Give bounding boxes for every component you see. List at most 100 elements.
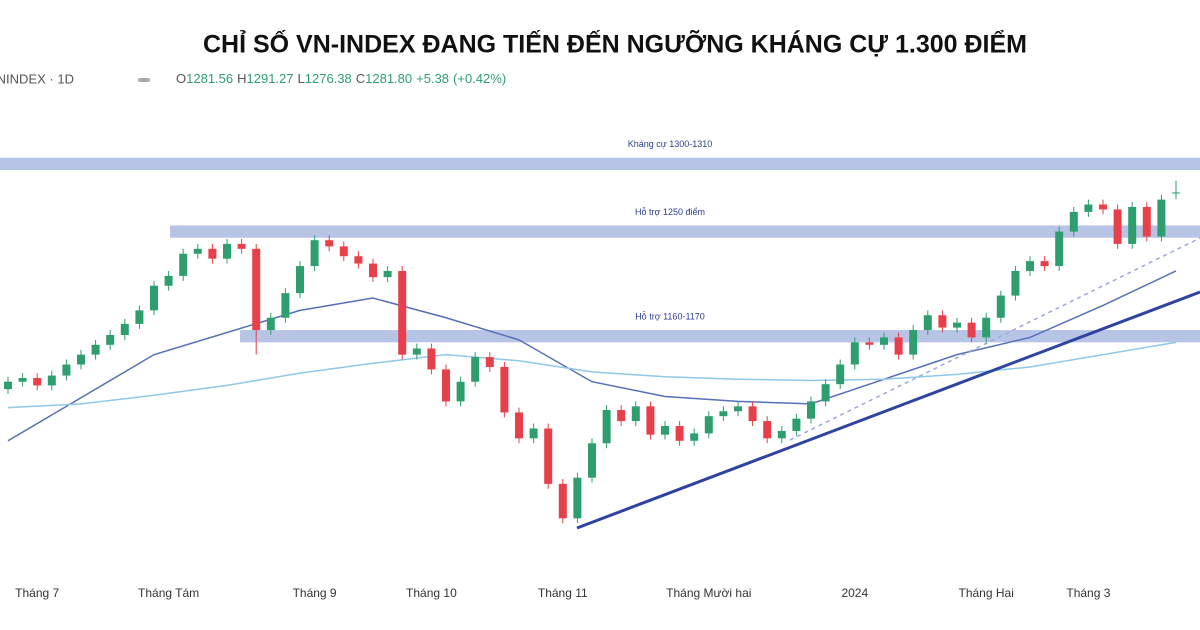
candle-body — [1084, 204, 1093, 212]
candle-body — [193, 248, 202, 254]
candle-body — [120, 323, 129, 335]
candle-body — [369, 263, 377, 278]
candle-body — [923, 315, 932, 331]
candle-body — [252, 248, 261, 331]
candle-body — [1113, 209, 1122, 244]
ohlc-value: 1276.38 — [305, 71, 352, 86]
change-pct: (+0.42%) — [453, 71, 506, 86]
candle-body — [967, 322, 976, 338]
candle-body — [850, 342, 859, 365]
ohlc-value: 1281.80 — [365, 71, 412, 86]
candle-body — [1099, 204, 1107, 210]
candle-body — [748, 406, 757, 422]
candle-body — [704, 416, 713, 434]
candle-body — [1157, 199, 1166, 237]
candle-body — [4, 381, 12, 390]
ohlc-key: L — [298, 71, 305, 86]
band-label: Kháng cự 1300-1310 — [628, 139, 713, 149]
candle-body — [325, 240, 334, 247]
candle-body — [383, 270, 392, 278]
candle-body — [164, 275, 173, 286]
candle-body — [208, 248, 217, 259]
candle-body — [1069, 211, 1078, 232]
x-tick-label: Tháng 10 — [406, 586, 457, 600]
candle-body — [631, 406, 640, 422]
ohlc-value: 1291.27 — [247, 71, 294, 86]
candle-body — [734, 406, 742, 412]
candle-body — [617, 410, 626, 422]
candle-body — [296, 266, 304, 294]
candle-body — [62, 364, 71, 376]
candle-body — [456, 381, 465, 402]
candle-body — [1142, 206, 1151, 237]
candle-body — [237, 243, 246, 249]
x-tick-label: Tháng 9 — [293, 586, 337, 600]
ohlc-value: 1281.56 — [186, 71, 233, 86]
band — [170, 225, 1200, 238]
candle-body — [661, 426, 669, 435]
x-tick-label: Tháng 11 — [538, 586, 588, 600]
candle-body — [1128, 206, 1137, 244]
candle-body — [281, 293, 290, 318]
candles — [4, 180, 1180, 524]
candle-body — [763, 421, 772, 439]
candle-body — [777, 430, 786, 439]
candle-body — [865, 342, 874, 345]
ohlc-info: O1281.56 H1291.27 L1276.38 C1281.80 +5.38 (+0… — [176, 71, 506, 86]
candle-body — [515, 412, 523, 439]
x-tick-label: Tháng 7 — [15, 586, 59, 600]
candle-body — [33, 378, 42, 386]
candle-body — [602, 410, 611, 444]
candle-body — [894, 337, 903, 355]
candle-body — [573, 477, 582, 519]
band — [0, 157, 1200, 171]
candle-body — [354, 256, 363, 264]
candle-body — [807, 401, 815, 419]
x-tick-label: Tháng 3 — [1066, 586, 1110, 600]
moving-average — [7, 270, 1177, 442]
averages — [7, 270, 1177, 442]
candle-body — [880, 337, 888, 345]
candle-body — [690, 433, 699, 441]
candle-body — [106, 334, 115, 345]
candle-body — [150, 285, 158, 311]
candle-body — [339, 246, 348, 257]
candle-body — [996, 295, 1005, 318]
x-tick-label: Tháng Hai — [959, 586, 1014, 600]
candle-body — [223, 243, 231, 259]
candle-body — [953, 322, 961, 328]
candle-body — [1040, 261, 1049, 267]
candle-body — [646, 406, 655, 435]
candle-body — [310, 240, 319, 267]
candle-body — [500, 366, 509, 413]
x-tick-label: Tháng Mười hai — [666, 586, 751, 600]
candle-body — [836, 364, 845, 385]
bands: Kháng cự 1300-1310 Hỗ trợ 1250 điểm Hỗ trợ… — [0, 139, 1200, 343]
candle-body — [544, 428, 553, 484]
ohlc-key: O — [176, 71, 186, 86]
header: VNINDEX · 1D O1281.56 H1291.27 L1276.38 C128… — [0, 71, 506, 86]
candle-body — [398, 270, 407, 355]
candle-body — [47, 375, 56, 386]
x-tick-label: 2024 — [841, 586, 868, 600]
candle-body — [529, 428, 538, 439]
candle-body — [1172, 192, 1180, 194]
symbol: VNINDEX · 1D — [0, 71, 74, 86]
candle-body — [135, 310, 144, 324]
band-label: Hỗ trợ 1160-1170 — [635, 311, 705, 321]
candle-body — [821, 384, 830, 402]
candle-body — [179, 253, 188, 276]
candle-body — [266, 317, 275, 331]
candle-body — [485, 357, 494, 367]
candle-body — [792, 418, 801, 431]
candle-body — [719, 411, 728, 417]
trend-line — [576, 290, 1200, 530]
icon — [138, 78, 150, 82]
candle-body — [77, 354, 85, 365]
change: +5.38 — [416, 71, 449, 86]
band — [240, 330, 1200, 343]
chart-title: CHỈ SỐ VN-INDEX ĐANG TIẾN ĐẾN NGƯỠNG KHÁ… — [203, 29, 1027, 59]
candle-body — [938, 315, 947, 328]
